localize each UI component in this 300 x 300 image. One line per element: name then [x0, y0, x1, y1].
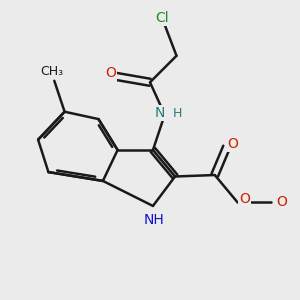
Text: H: H	[172, 107, 182, 120]
Text: O: O	[105, 66, 116, 80]
Text: O: O	[227, 137, 238, 151]
Text: N: N	[155, 106, 166, 120]
Text: NH: NH	[144, 213, 165, 227]
Text: O: O	[239, 192, 250, 206]
Text: O: O	[277, 194, 287, 208]
Text: Cl: Cl	[155, 11, 169, 25]
Text: CH₃: CH₃	[40, 65, 63, 78]
